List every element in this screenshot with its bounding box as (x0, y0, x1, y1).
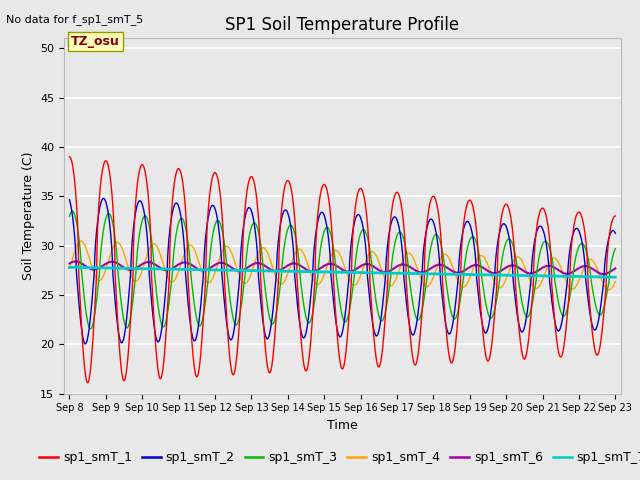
Text: No data for f_sp1_smT_5: No data for f_sp1_smT_5 (6, 14, 143, 25)
Legend: sp1_smT_1, sp1_smT_2, sp1_smT_3, sp1_smT_4, sp1_smT_6, sp1_smT_7: sp1_smT_1, sp1_smT_2, sp1_smT_3, sp1_smT… (34, 446, 640, 469)
Text: TZ_osu: TZ_osu (71, 36, 120, 48)
Y-axis label: Soil Temperature (C): Soil Temperature (C) (22, 152, 35, 280)
X-axis label: Time: Time (327, 419, 358, 432)
Title: SP1 Soil Temperature Profile: SP1 Soil Temperature Profile (225, 16, 460, 34)
